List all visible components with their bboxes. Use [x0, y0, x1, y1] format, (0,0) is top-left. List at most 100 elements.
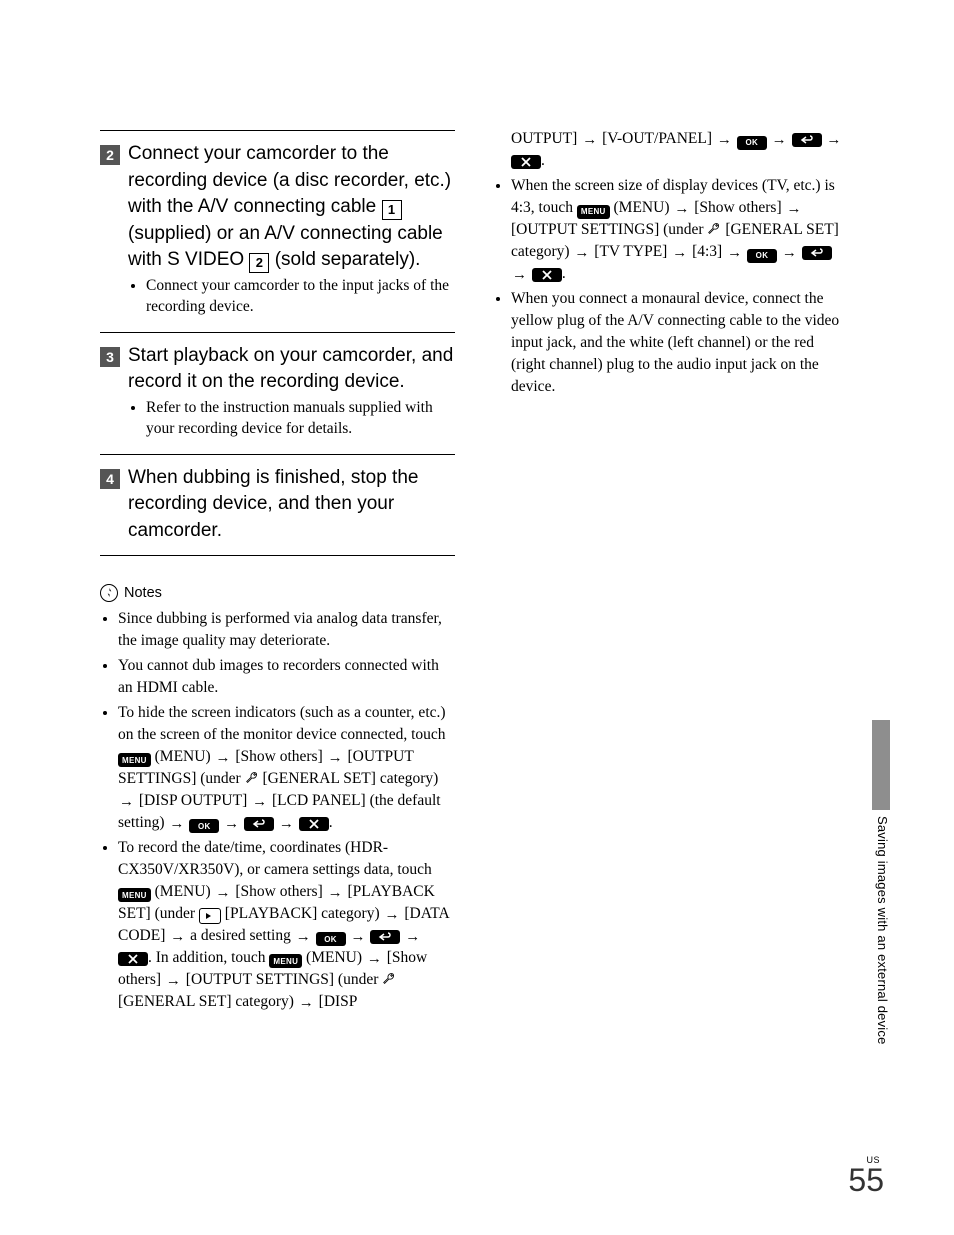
arrow-icon: →: [787, 202, 802, 217]
arrow-icon: →: [782, 246, 797, 261]
arrow-icon: →: [674, 202, 689, 217]
page-content: 2 Connect your camcorder to the recordin…: [0, 0, 954, 1056]
text: . In addition, touch: [148, 949, 269, 966]
arrow-icon: →: [727, 246, 742, 261]
text: [GENERAL SET] category): [259, 770, 439, 787]
arrow-icon: →: [582, 133, 597, 148]
text: To hide the screen indicators (such as a…: [118, 704, 446, 743]
text: [OUTPUT SETTINGS] (under: [182, 971, 382, 988]
playback-icon: [199, 908, 221, 924]
text: a desired setting: [186, 927, 294, 944]
arrow-icon: →: [512, 268, 527, 283]
note-item: To hide the screen indicators (such as a…: [118, 702, 455, 834]
ok-button-icon: OK: [747, 249, 777, 263]
arrow-icon: →: [772, 133, 787, 148]
text: [PLAYBACK] category): [221, 905, 384, 922]
arrow-icon: →: [169, 817, 184, 832]
menu-button-icon: MENU: [118, 888, 151, 902]
text: [Show others]: [690, 199, 785, 216]
text: OUTPUT]: [511, 130, 581, 147]
left-column: 2 Connect your camcorder to the recordin…: [100, 130, 455, 1016]
arrow-icon: →: [166, 974, 181, 989]
text: (MENU): [302, 949, 366, 966]
step-number-badge: 4: [100, 469, 120, 489]
arrow-icon: →: [328, 886, 343, 901]
arrow-icon: →: [224, 817, 239, 832]
step-2: 2 Connect your camcorder to the recordin…: [100, 130, 455, 332]
step-3-sub: Refer to the instruction manuals supplie…: [100, 398, 455, 440]
back-button-icon: [792, 133, 822, 147]
text: Connect your camcorder to the recording …: [128, 143, 451, 217]
notes-label: Notes: [124, 585, 162, 601]
arrow-icon: →: [717, 133, 732, 148]
note-continuation: OUTPUT] → [V-OUT/PANEL] → OK → → .: [493, 128, 848, 172]
text: [Show others]: [231, 883, 326, 900]
arrow-icon: →: [170, 930, 185, 945]
step-number-badge: 3: [100, 347, 120, 367]
arrow-icon: →: [252, 795, 267, 810]
back-button-icon: [802, 246, 832, 260]
ok-button-icon: OK: [189, 819, 219, 833]
note-item: To record the date/time, coordinates (HD…: [118, 837, 455, 1013]
note-item: When you connect a monaural device, conn…: [511, 288, 848, 398]
wrench-icon: [382, 971, 396, 985]
step-4: 4 When dubbing is finished, stop the rec…: [100, 454, 455, 555]
ref-box-1: 1: [382, 200, 402, 220]
arrow-icon: →: [119, 795, 134, 810]
divider: [100, 555, 455, 556]
text: [TV TYPE]: [590, 243, 671, 260]
page-number: 55: [848, 1162, 884, 1199]
arrow-icon: →: [672, 246, 687, 261]
step-number-badge: 2: [100, 145, 120, 165]
step-2-sub: Connect your camcorder to the input jack…: [100, 276, 455, 318]
back-button-icon: [370, 930, 400, 944]
arrow-icon: →: [215, 751, 230, 766]
text: [V-OUT/PANEL]: [598, 130, 716, 147]
menu-button-icon: MENU: [269, 954, 302, 968]
arrow-icon: →: [350, 930, 365, 945]
text: (MENU): [151, 748, 215, 765]
arrow-icon: →: [215, 886, 230, 901]
note-item: When the screen size of display devices …: [511, 175, 848, 285]
ok-button-icon: OK: [316, 932, 346, 946]
section-label: Saving images with an external device: [875, 816, 890, 1045]
arrow-icon: →: [574, 246, 589, 261]
arrow-icon: →: [296, 930, 311, 945]
arrow-icon: →: [385, 908, 400, 923]
close-button-icon: [532, 268, 562, 282]
close-button-icon: [511, 155, 541, 169]
text: [DISP: [315, 993, 358, 1010]
step-4-title: When dubbing is finished, stop the recor…: [128, 465, 455, 545]
arrow-icon: →: [328, 751, 343, 766]
arrow-icon: →: [367, 952, 382, 967]
wrench-icon: [245, 770, 259, 784]
right-column: OUTPUT] → [V-OUT/PANEL] → OK → → . When …: [493, 130, 848, 1016]
section-tab: [872, 720, 890, 810]
arrow-icon: →: [826, 133, 841, 148]
arrow-icon: →: [299, 996, 314, 1011]
step-3: 3 Start playback on your camcorder, and …: [100, 332, 455, 454]
notes-list-continued: OUTPUT] → [V-OUT/PANEL] → OK → → . When …: [493, 128, 848, 398]
wrench-icon: [707, 221, 721, 235]
bullet: Connect your camcorder to the input jack…: [146, 276, 455, 318]
text: (MENU): [151, 883, 215, 900]
close-button-icon: [299, 817, 329, 831]
menu-button-icon: MENU: [577, 205, 610, 219]
text: (sold separately).: [269, 249, 420, 270]
note-item: Since dubbing is performed via analog da…: [118, 608, 455, 652]
text: [OUTPUT SETTINGS] (under: [511, 221, 707, 238]
ok-button-icon: OK: [737, 136, 767, 150]
bullet: Refer to the instruction manuals supplie…: [146, 398, 455, 440]
close-button-icon: [118, 952, 148, 966]
note-item: You cannot dub images to recorders conne…: [118, 655, 455, 699]
notes-list: Since dubbing is performed via analog da…: [100, 608, 455, 1013]
arrow-icon: →: [279, 817, 294, 832]
step-2-title: Connect your camcorder to the recording …: [128, 141, 455, 274]
menu-button-icon: MENU: [118, 753, 151, 767]
ref-box-2: 2: [249, 253, 269, 273]
text: (MENU): [610, 199, 674, 216]
text: To record the date/time, coordinates (HD…: [118, 839, 432, 878]
step-3-title: Start playback on your camcorder, and re…: [128, 343, 455, 396]
arrow-icon: →: [405, 930, 420, 945]
text: [Show others]: [231, 748, 326, 765]
